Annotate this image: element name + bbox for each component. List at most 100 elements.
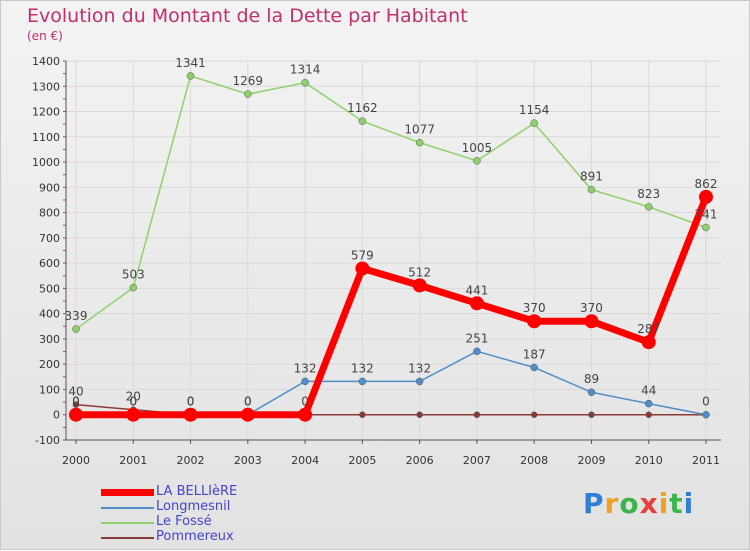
data-label-le-foss-: 1162 — [347, 101, 378, 115]
data-point-le-foss- — [702, 223, 710, 232]
data-point-le-foss- — [129, 283, 138, 292]
brand-letter: P — [583, 487, 605, 520]
data-label-le-foss-: 823 — [637, 187, 660, 201]
data-point-pommereux — [72, 401, 80, 408]
y-tick-label: 1400 — [32, 55, 60, 68]
y-tick-label: 600 — [39, 257, 60, 270]
data-point-pommereux — [416, 411, 423, 418]
y-tick-label: 700 — [39, 232, 60, 245]
data-label-la-belli-re: 441 — [465, 283, 488, 297]
data-point-longmesnil — [415, 377, 424, 386]
data-point-pommereux — [588, 411, 595, 418]
legend-label: LA BELLIèRE — [156, 484, 238, 499]
data-label-longmesnil: 89 — [584, 372, 599, 386]
data-label-longmesnil: 132 — [294, 361, 317, 375]
data-point-la-belli-re — [240, 407, 255, 422]
y-tick-label: 1000 — [32, 156, 60, 169]
data-label-la-belli-re: 579 — [351, 248, 374, 262]
legend-swatch — [101, 537, 154, 539]
data-point-longmesnil — [530, 363, 538, 372]
data-label-le-foss-: 1269 — [233, 74, 264, 88]
x-tick-label: 2001 — [119, 454, 147, 467]
data-label-longmesnil: 0 — [72, 395, 80, 409]
data-label-la-belli-re: 0 — [187, 395, 195, 409]
brand-letter: x — [639, 487, 659, 520]
legend-swatch — [101, 522, 154, 524]
brand-letter: i — [658, 487, 670, 520]
data-point-la-belli-re — [126, 407, 141, 422]
series-line-longmesnil — [75, 350, 707, 416]
data-point-pommereux — [359, 411, 366, 418]
data-point-la-belli-re — [699, 189, 713, 204]
x-tick-label: 2005 — [348, 454, 376, 467]
x-tick-label: 2000 — [62, 454, 90, 467]
data-point-longmesnil — [644, 399, 653, 408]
data-point-le-foss- — [644, 203, 653, 211]
y-tick-label: 1300 — [32, 80, 60, 93]
data-label-la-belli-re: 287 — [637, 322, 660, 336]
y-tick-label: 900 — [39, 181, 60, 194]
x-tick-label: 2004 — [291, 454, 319, 467]
series-line-le-foss- — [75, 75, 707, 330]
data-label-longmesnil: 187 — [523, 347, 546, 361]
y-tick-label: -100 — [35, 434, 60, 447]
legend-swatch — [101, 507, 154, 509]
data-point-pommereux — [530, 411, 538, 418]
data-label-le-foss-: 1341 — [175, 56, 206, 70]
legend-label: Le Fossé — [156, 514, 212, 529]
data-point-le-foss- — [530, 119, 538, 127]
data-label-le-foss-: 891 — [580, 170, 603, 184]
data-point-la-belli-re — [69, 407, 83, 422]
data-label-le-foss-: 339 — [65, 309, 88, 323]
y-tick-label: 200 — [39, 358, 60, 371]
data-point-le-foss- — [301, 78, 309, 87]
brand-letter: r — [604, 487, 620, 520]
data-point-la-belli-re — [641, 335, 656, 350]
x-tick-label: 2007 — [463, 454, 491, 467]
data-label-la-belli-re: 0 — [72, 395, 80, 409]
data-point-le-foss- — [587, 185, 596, 194]
x-tick-label: 2009 — [577, 454, 605, 467]
data-point-la-belli-re — [412, 278, 427, 293]
data-point-le-foss- — [358, 117, 367, 125]
data-label-longmesnil: 0 — [129, 395, 137, 409]
data-point-pommereux — [473, 411, 481, 418]
data-label-la-belli-re: 512 — [408, 265, 431, 279]
data-point-longmesnil — [473, 347, 481, 356]
y-tick-label: 1100 — [32, 131, 60, 144]
y-tick-label: 100 — [39, 383, 60, 396]
brand-letter: o — [619, 487, 640, 520]
brand-letter: i — [683, 487, 695, 520]
data-label-pommereux: 20 — [126, 390, 141, 404]
data-label-longmesnil: 132 — [408, 361, 431, 375]
x-tick-label: 2008 — [520, 454, 548, 467]
data-label-le-foss-: 503 — [122, 268, 145, 282]
data-point-le-foss- — [473, 157, 481, 165]
data-label-la-belli-re: 370 — [523, 301, 546, 315]
chart-unit: (en €) — [27, 29, 63, 43]
data-point-la-belli-re — [355, 261, 370, 276]
data-label-la-belli-re: 0 — [129, 395, 137, 409]
data-label-longmesnil: 0 — [244, 395, 252, 409]
data-point-le-foss- — [415, 138, 424, 147]
data-point-la-belli-re — [298, 407, 313, 422]
data-point-longmesnil — [587, 388, 596, 396]
data-point-pommereux — [645, 411, 652, 418]
data-label-la-belli-re: 0 — [244, 395, 252, 409]
data-label-le-foss-: 1154 — [519, 103, 550, 117]
y-tick-label: 400 — [39, 308, 60, 321]
data-point-la-belli-re — [469, 296, 484, 311]
data-label-pommereux: 40 — [68, 385, 83, 399]
x-tick-label: 2010 — [635, 454, 663, 467]
data-point-la-belli-re — [584, 314, 599, 329]
y-tick-label: 500 — [39, 282, 60, 295]
legend-swatch — [101, 489, 154, 496]
legend-label: Longmesnil — [156, 499, 231, 514]
brand-letter: t — [669, 487, 684, 520]
data-point-le-foss- — [186, 72, 195, 80]
y-tick-label: 0 — [53, 409, 60, 422]
data-label-la-belli-re: 370 — [580, 301, 603, 315]
x-tick-label: 2002 — [177, 454, 205, 467]
data-label-longmesnil: 251 — [465, 331, 488, 345]
